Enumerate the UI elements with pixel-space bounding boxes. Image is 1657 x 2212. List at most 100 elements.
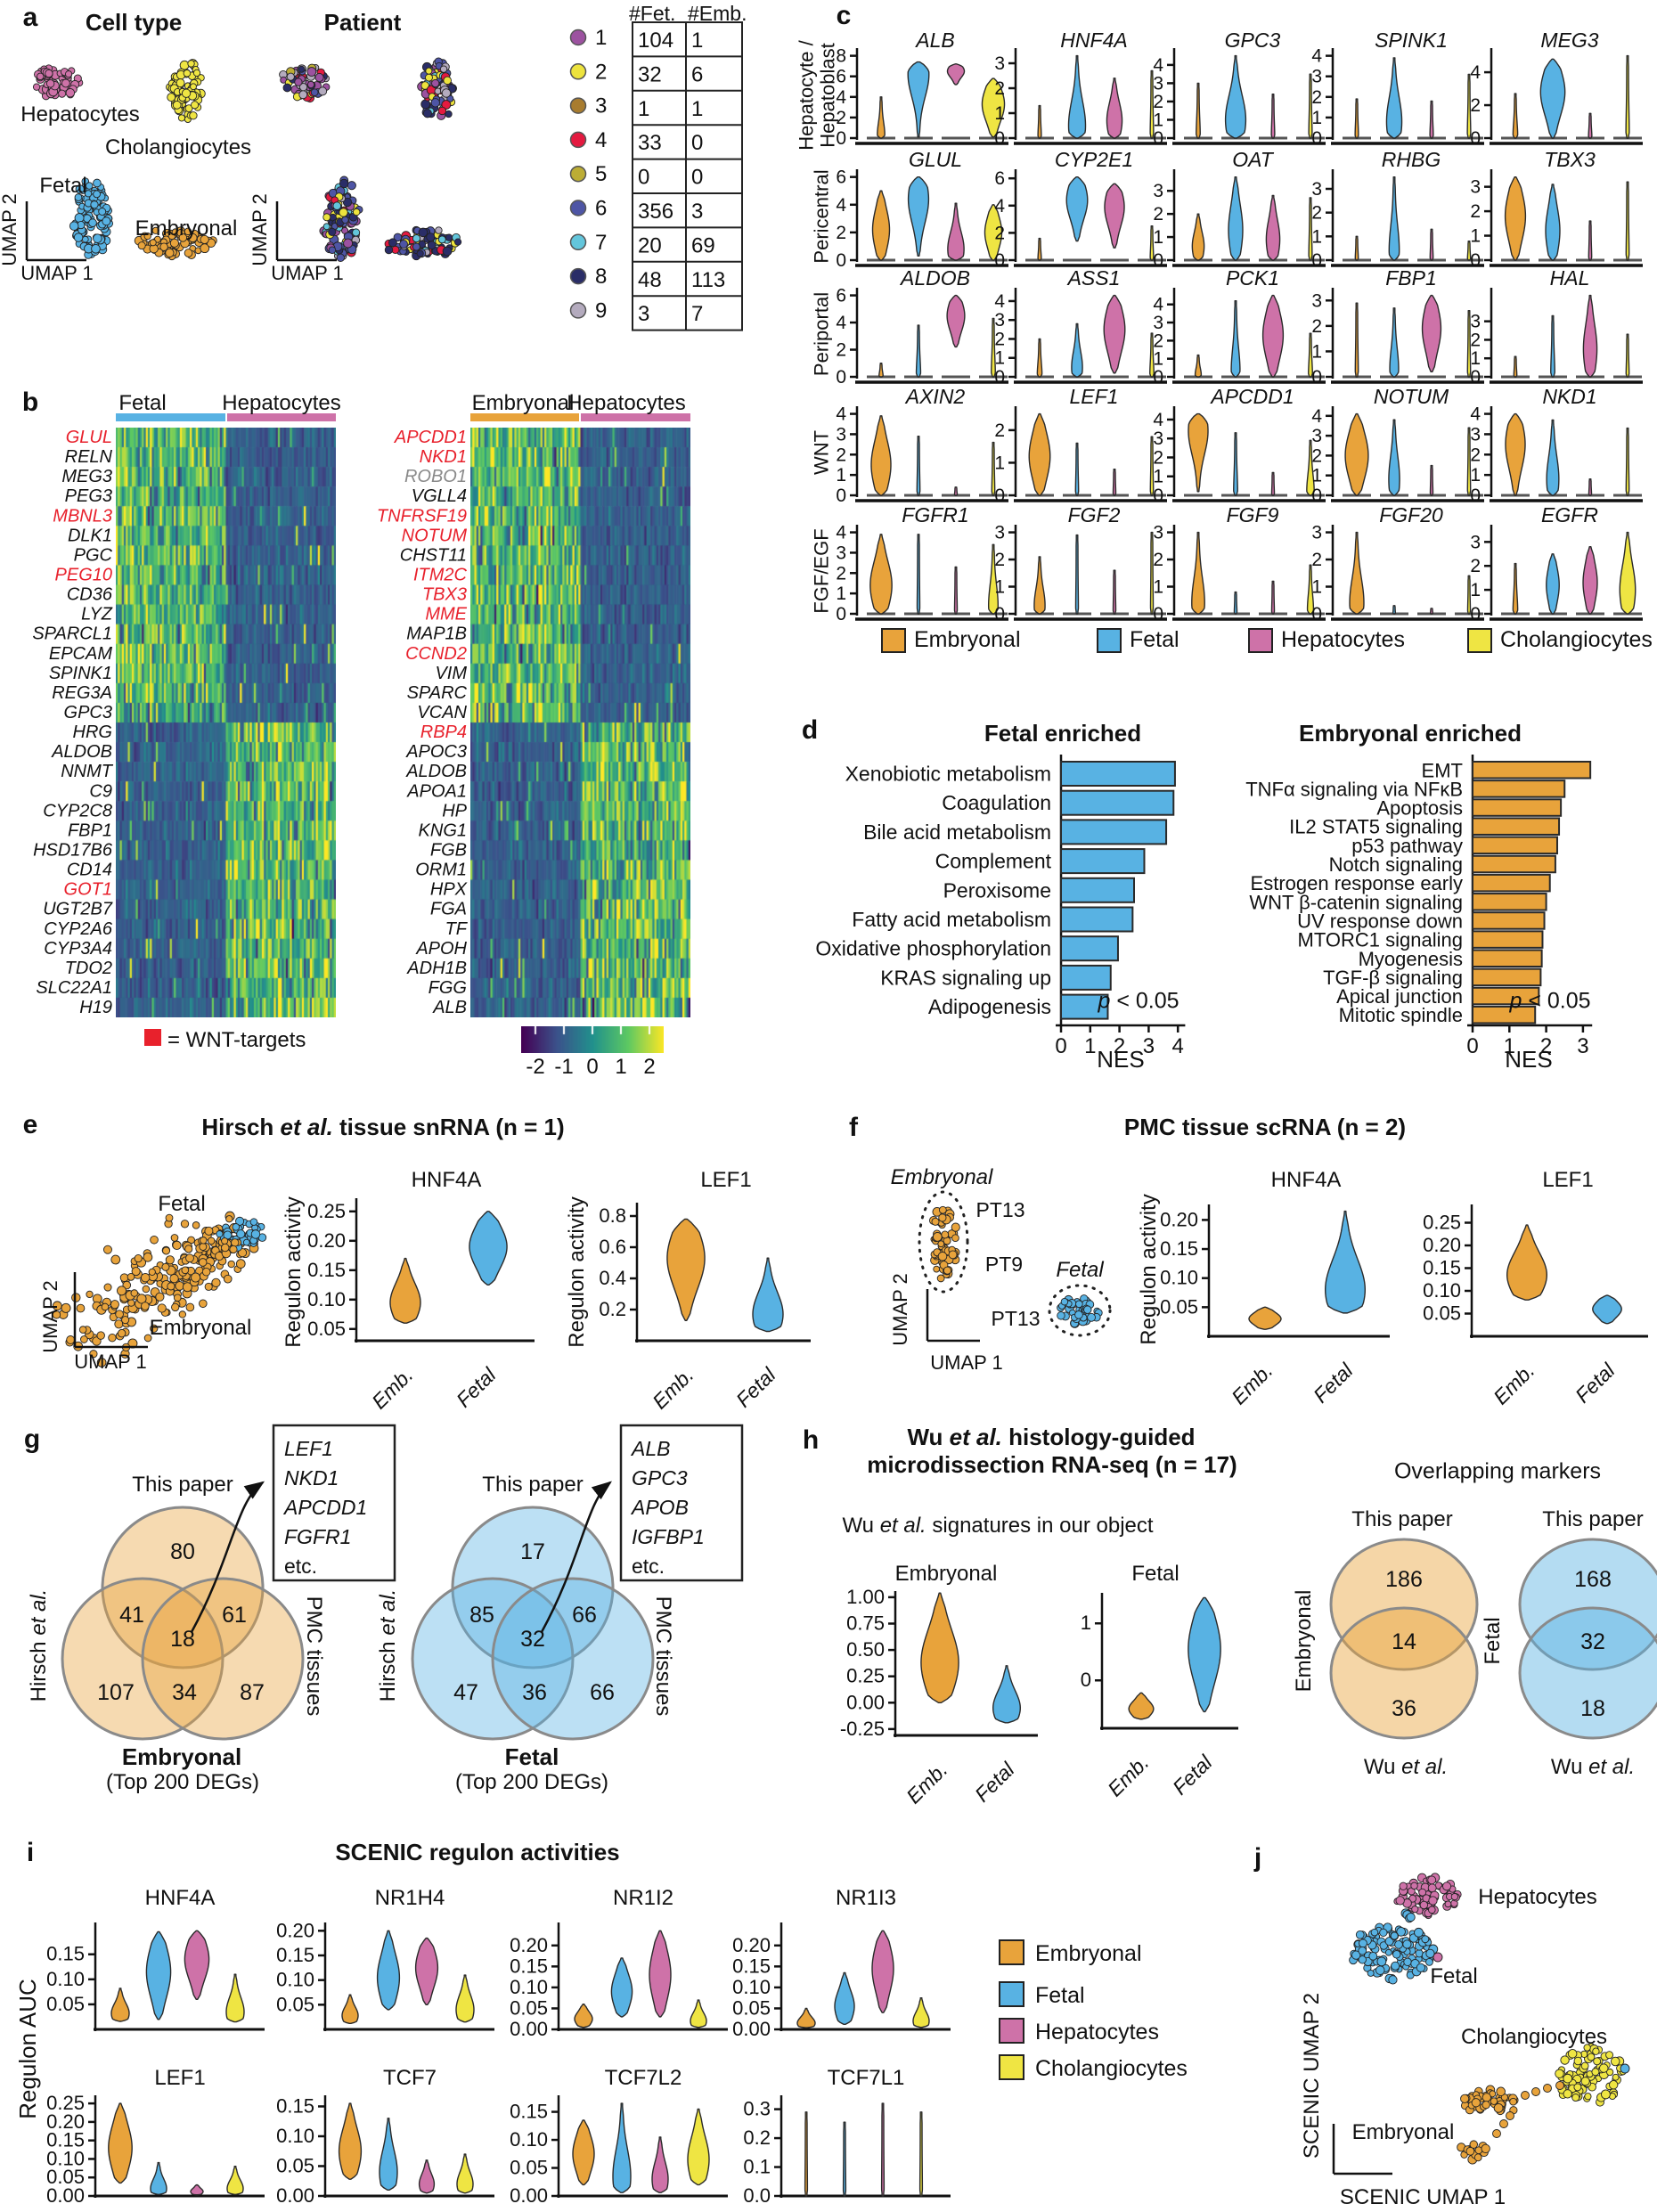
panel-e-title: Hirsch et al. tissue snRNA (n = 1) <box>201 1114 564 1141</box>
y-tick-label: 1 <box>1470 465 1481 486</box>
umap-cell <box>443 76 452 86</box>
y-tick-label: 0.4 <box>599 1267 626 1289</box>
violin <box>666 1218 706 1321</box>
pmc-tissues-label: PMC tissues <box>650 1596 675 1717</box>
y-tick-label: 0.10 <box>510 2128 548 2151</box>
y-tick-label: 0.10 <box>46 1968 85 1990</box>
y-tick-label: 0.05 <box>1160 1295 1198 1318</box>
y-tick-label: 6 <box>836 167 846 188</box>
violin <box>1128 1692 1155 1720</box>
umap1-axis-label: UMAP 1 <box>74 1351 147 1373</box>
bar <box>1472 761 1592 780</box>
p-rest: < 0.05 <box>1522 988 1591 1014</box>
violin <box>1354 302 1359 378</box>
regulon-activity-ylabel: Regulon activity <box>565 1196 590 1348</box>
violin <box>687 2108 710 2186</box>
violin-gene-title: FGFR1 <box>902 503 968 526</box>
y-tick-label: 0.05 <box>510 1996 548 2019</box>
umap-cell <box>445 233 453 241</box>
violin <box>991 441 996 496</box>
panel-h-letter: h <box>802 1424 820 1455</box>
y-tick-label: 0.8 <box>599 1204 626 1227</box>
umap-cell <box>1083 1305 1092 1314</box>
umap-cell <box>127 1299 135 1307</box>
bar-category-label: Bile acid metabolism <box>863 820 1051 844</box>
hirsch-pre: Hirsch <box>376 1635 401 1702</box>
violin <box>1392 605 1397 615</box>
violin <box>110 1988 130 2022</box>
umap-cell <box>199 1299 208 1309</box>
violin <box>1546 419 1560 496</box>
umap-cell <box>229 1245 238 1254</box>
violin <box>1067 54 1087 139</box>
gene-label: KNG1 <box>419 820 467 840</box>
y-tick-label: 1 <box>1081 1612 1091 1634</box>
panel-b-letter: b <box>21 387 39 417</box>
gene-label: VIM <box>435 664 467 683</box>
bar <box>1472 780 1566 798</box>
violin <box>1466 310 1472 378</box>
patient-legend-id: 9 <box>595 298 607 322</box>
umap-cell <box>201 1267 211 1277</box>
pvalue-note-embryonal: p < 0.05 <box>1509 989 1590 1015</box>
violin <box>916 436 921 496</box>
venn-count-bottom: 36 <box>522 1680 547 1705</box>
regulon-title: TCF7L2 <box>605 2066 682 2090</box>
hnf4a-title: HNF4A <box>1270 1168 1342 1193</box>
umap-cell <box>1375 1965 1385 1975</box>
umap-cell <box>172 1240 182 1251</box>
umap1-axis-label: UMAP 1 <box>271 262 344 284</box>
y-tick-label: 1 <box>1311 108 1322 128</box>
venn2-mid: 14 <box>1392 1629 1416 1654</box>
venn2-circle-top <box>1329 1538 1479 1671</box>
umap-cell <box>1620 2063 1630 2074</box>
y-tick-label: 2 <box>994 78 1005 99</box>
umap-cell <box>223 1274 233 1284</box>
umap-cell <box>1563 2073 1573 2084</box>
y-tick-label: 2 <box>1470 445 1481 465</box>
umap-cell <box>65 70 73 78</box>
violin <box>1074 442 1080 496</box>
y-tick-label: 0 <box>1153 367 1163 388</box>
bar-category-label: Xenobiotic metabolism <box>845 763 1051 786</box>
umap-cell <box>191 1272 201 1283</box>
umap-cell <box>1481 2143 1490 2154</box>
umap-cell <box>328 246 337 255</box>
umap-cell <box>1390 1931 1399 1940</box>
x-cat-label: Emb. <box>1227 1359 1277 1408</box>
scenic-umap2-label: SCENIC UMAP 2 <box>1300 1992 1325 2159</box>
bar <box>1472 1005 1537 1024</box>
y-tick-label: 0.00 <box>510 2018 548 2040</box>
row-label: Hepatoblast <box>816 42 839 148</box>
heatmap2-group2-label: Hepatocytes <box>567 391 686 416</box>
umap-cell <box>117 1286 127 1296</box>
violin <box>184 1930 210 2000</box>
y-tick-label: 1 <box>994 453 1005 473</box>
bar <box>1472 949 1543 967</box>
y-tick-label: 0.15 <box>732 1955 771 1977</box>
venn-count-left: 107 <box>97 1680 135 1705</box>
umap-cell <box>150 1235 159 1245</box>
venn-circle <box>101 1506 265 1669</box>
umap-cell <box>137 241 146 250</box>
umap-cell <box>1609 2080 1619 2090</box>
patient-legend-id: 7 <box>595 231 607 255</box>
violin <box>1112 469 1117 496</box>
violin <box>1388 419 1400 496</box>
lef1-title: LEF1 <box>700 1168 752 1193</box>
bar-category-label: Peroxisome <box>943 878 1051 902</box>
violin <box>946 63 966 86</box>
y-tick-label: 0.00 <box>732 2018 771 2040</box>
umap-cell <box>1428 1906 1436 1914</box>
y-tick-label: 2 <box>1153 447 1163 468</box>
panel-h-subtitle: Wu et al. signatures in our object <box>842 1514 1153 1539</box>
umap-cell <box>1087 1312 1097 1322</box>
y-tick-label: 2 <box>1470 556 1481 576</box>
umap-cell <box>1555 2081 1564 2090</box>
violin <box>1103 294 1126 374</box>
y-tick-label: 0 <box>1311 367 1322 388</box>
umap-cell <box>1428 1896 1438 1906</box>
y-tick-label: 3 <box>994 310 1005 331</box>
y-tick-label: 3 <box>836 424 846 445</box>
table-fet-value: 32 <box>638 62 662 86</box>
